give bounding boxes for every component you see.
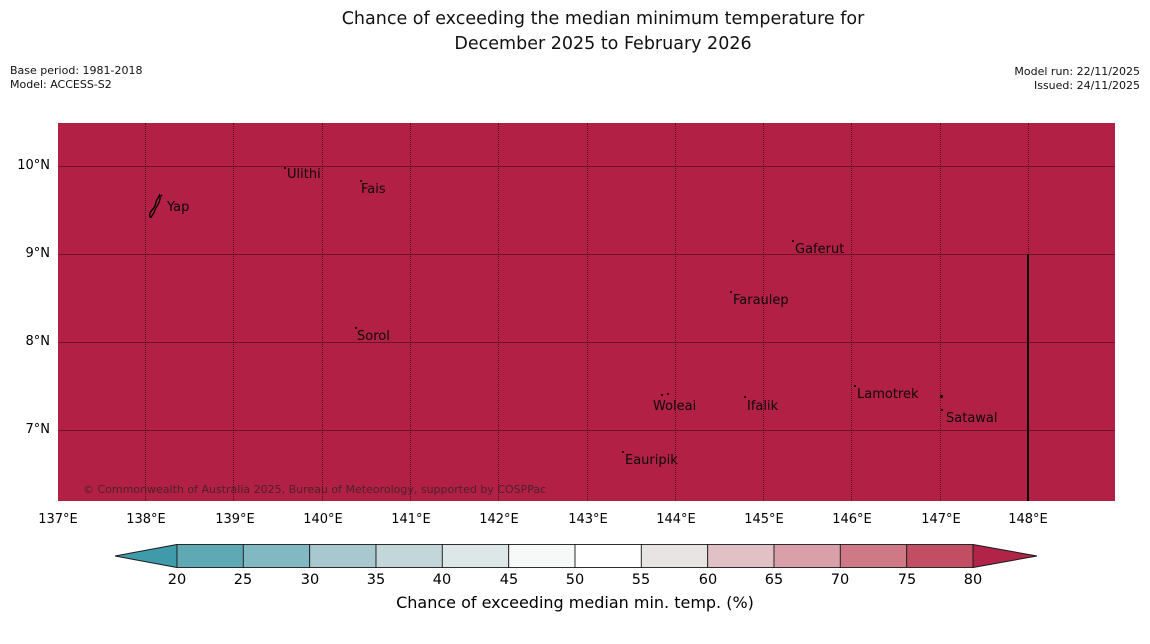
island-marker: [667, 393, 669, 395]
colorbar-tick-label: 20: [167, 572, 187, 588]
title-line-1: Chance of exceeding the median minimum t…: [341, 9, 865, 29]
colorbar-tick-label: 75: [897, 572, 917, 588]
island-marker: [360, 180, 362, 182]
colorbar-tick-label: 30: [300, 572, 320, 588]
island-marker: [940, 395, 943, 398]
colorbar-arrow-right: [972, 543, 1038, 569]
lon-tick-label: 148°E: [1008, 512, 1048, 527]
colorbar-segment: [508, 544, 576, 568]
gridline-lon-139e: [233, 123, 234, 501]
issued-text: Issued: 24/11/2025: [1033, 78, 1140, 92]
island-label-woleai: Woleai: [653, 399, 697, 414]
lon-tick-label: 137°E: [38, 512, 78, 527]
island-label-yap: Yap: [167, 200, 190, 215]
yap-island-icon: [149, 193, 163, 219]
island-label-ulithi: Ulithi: [287, 167, 321, 182]
colorbar-segment: [242, 544, 311, 568]
gridline-lat-7n: [58, 430, 1115, 431]
lon-tick-label: 138°E: [126, 512, 166, 527]
lon-tick-label: 146°E: [832, 512, 872, 527]
island-label-sorol: Sorol: [357, 329, 390, 344]
lat-tick-label: 10°N: [17, 158, 50, 173]
copyright-text: © Commonwealth of Australia 2025, Bureau…: [83, 483, 547, 496]
gridline-lat-10n: [58, 166, 1115, 167]
gridline-lon-142e: [498, 123, 499, 501]
colorbar-segment: [773, 544, 841, 568]
meta-right: Model run: 22/11/2025 Issued: 24/11/2025: [1014, 65, 1140, 92]
gridline-lon-144e: [675, 123, 676, 501]
colorbar-tick-label: 50: [565, 572, 585, 588]
colorbar-tick-label: 65: [764, 572, 784, 588]
colorbar-segment: [839, 544, 908, 568]
page-title: Chance of exceeding the median minimum t…: [56, 7, 1150, 57]
gridline-lon-140e: [322, 123, 323, 501]
island-marker: [730, 291, 732, 293]
colorbar-tick-label: 70: [830, 572, 850, 588]
gridline-lon-143e: [587, 123, 588, 501]
colorbar-tick-label: 55: [631, 572, 651, 588]
lon-tick-label: 145°E: [744, 512, 784, 527]
lon-tick-label: 143°E: [568, 512, 608, 527]
island-label-gaferut: Gaferut: [795, 242, 845, 257]
gridline-lon-145e: [763, 123, 764, 501]
colorbar-tick-label: 80: [963, 572, 983, 588]
lat-tick-label: 8°N: [25, 334, 51, 349]
island-marker: [744, 396, 746, 398]
gridline-lon-147e: [940, 123, 941, 501]
island-marker: [792, 240, 794, 242]
island-marker: [284, 167, 286, 169]
lon-tick-label: 140°E: [303, 512, 343, 527]
lon-tick-label: 142°E: [479, 512, 519, 527]
meta-left: Base period: 1981-2018 Model: ACCESS-S2: [10, 64, 142, 91]
island-label-lamotrek: Lamotrek: [857, 387, 919, 402]
gridline-lon-138e: [145, 123, 146, 501]
colorbar-segment: [441, 544, 510, 568]
colorbar-segment: [176, 544, 244, 568]
model-run-text: Model run: 22/11/2025: [1014, 65, 1140, 78]
colorbar-segment: [906, 544, 974, 568]
island-marker: [661, 394, 663, 396]
island-label-satawal: Satawal: [946, 411, 998, 426]
lat-tick-label: 7°N: [25, 422, 51, 437]
colorbar-segment: [375, 544, 443, 568]
base-period-text: Base period: 1981-2018: [10, 64, 143, 77]
model-text: Model: ACCESS-S2: [10, 77, 112, 91]
gridline-lon-141e: [410, 123, 411, 501]
lon-tick-label: 141°E: [391, 512, 431, 527]
colorbar-tick-label: 40: [432, 572, 452, 588]
colorbar-tick-label: 60: [698, 572, 718, 588]
gridline-lat-9n: [58, 254, 1115, 255]
island-marker: [622, 451, 624, 453]
colorbar-segment: [309, 544, 377, 568]
state-boundary-line: [1027, 254, 1029, 501]
lon-tick-label: 139°E: [215, 512, 255, 527]
lon-tick-label: 144°E: [656, 512, 696, 527]
island-marker: [854, 385, 856, 387]
island-label-fais: Fais: [361, 182, 386, 197]
colorbar-segment: [574, 544, 642, 568]
island-label-faraulep: Faraulep: [733, 293, 789, 308]
colorbar-segment: [707, 544, 775, 568]
colorbar-tick-label: 45: [499, 572, 519, 588]
colorbar-tick-label: 25: [233, 572, 253, 588]
colorbar-tick-label: 35: [366, 572, 386, 588]
colorbar-arrow-left: [114, 543, 178, 569]
lat-tick-label: 9°N: [25, 246, 51, 261]
colorbar-axis-label: Chance of exceeding median min. temp. (%…: [396, 593, 754, 612]
island-marker: [941, 409, 943, 411]
gridline-lon-146e: [851, 123, 852, 501]
island-label-eauripik: Eauripik: [625, 453, 678, 468]
island-label-ifalik: Ifalik: [747, 399, 779, 414]
title-line-2: December 2025 to February 2026: [454, 34, 752, 54]
colorbar: [114, 543, 1038, 569]
gridline-lat-8n: [58, 342, 1115, 343]
lon-tick-label: 147°E: [921, 512, 961, 527]
island-marker: [355, 327, 357, 329]
map-region: Yap Ulithi Fais Sorol Gaferut Faraulep W…: [58, 123, 1115, 501]
colorbar-segment: [640, 544, 709, 568]
